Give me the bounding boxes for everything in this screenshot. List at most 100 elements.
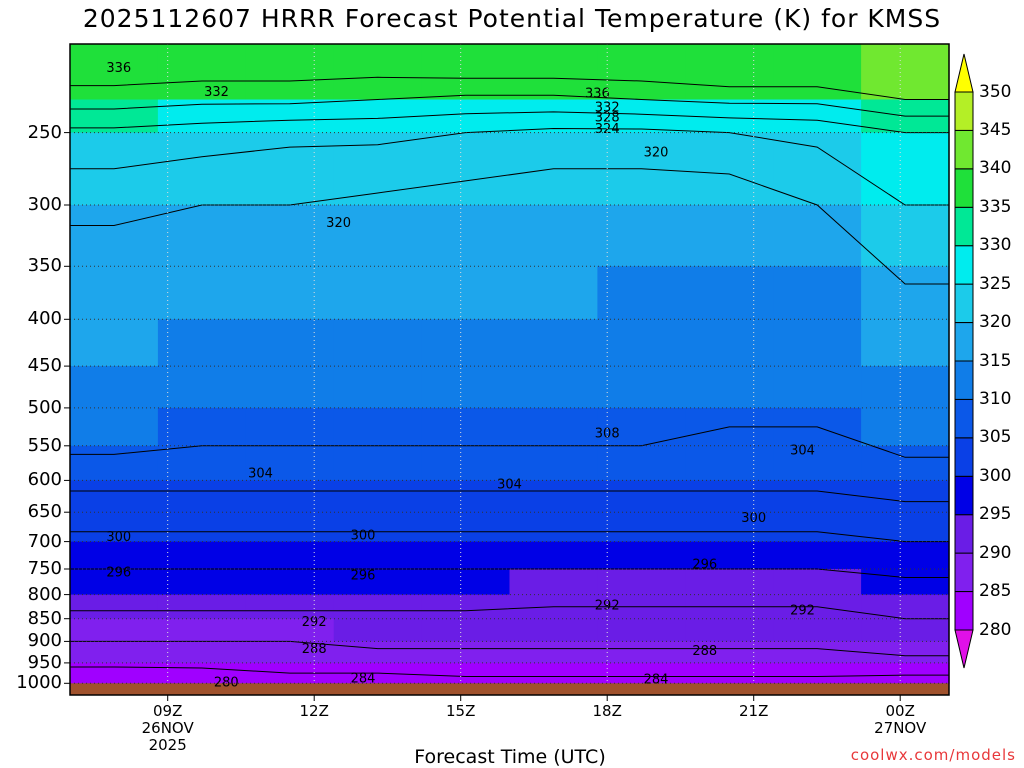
color-cell <box>509 319 598 367</box>
color-cell <box>773 445 862 481</box>
color-cell <box>70 569 159 596</box>
color-cell <box>861 319 950 367</box>
y-tick-label: 800 <box>27 583 62 605</box>
color-cell <box>70 366 159 409</box>
color-cell <box>509 366 598 409</box>
color-cell <box>333 132 423 206</box>
x-tick-label: 21Z <box>714 703 794 720</box>
contour-label: 304 <box>790 443 815 458</box>
color-cell <box>685 662 774 684</box>
color-cell <box>509 407 598 447</box>
color-cell <box>245 366 335 409</box>
color-cell <box>861 594 950 620</box>
color-cell <box>245 266 335 320</box>
color-cell <box>157 480 247 513</box>
color-cell <box>861 618 950 642</box>
color-cell <box>685 319 774 367</box>
y-tick-label: 850 <box>27 607 62 629</box>
color-cell <box>861 512 950 543</box>
color-cell <box>333 480 423 513</box>
contour-328 <box>70 111 949 134</box>
y-tick-label: 500 <box>27 396 62 418</box>
x-tick-label: 15Z <box>421 703 501 720</box>
color-cell <box>333 44 423 101</box>
colorbar-segment <box>954 514 974 554</box>
color-cell <box>597 569 686 596</box>
color-cell <box>70 266 159 320</box>
color-cell <box>421 205 511 267</box>
contour-label: 296 <box>106 566 131 581</box>
color-field <box>70 44 950 684</box>
color-cell <box>333 205 423 267</box>
color-cell <box>861 132 950 206</box>
contour-label: 288 <box>302 642 327 657</box>
contour-label: 308 <box>595 427 620 442</box>
color-cell <box>509 662 598 684</box>
color-cell <box>157 366 247 409</box>
colorbar-tick-label: 330 <box>979 235 1012 256</box>
y-tick-label: 700 <box>27 530 62 552</box>
color-cell <box>597 641 686 664</box>
color-cell <box>157 407 247 447</box>
color-cell <box>773 205 862 267</box>
color-cell <box>509 512 598 543</box>
color-cell <box>245 569 335 596</box>
color-cell <box>509 541 598 570</box>
color-cell <box>70 662 159 684</box>
credit-text: coolwx.com/models <box>850 746 1016 764</box>
color-cell <box>597 618 686 642</box>
colorbar-segment <box>954 283 974 324</box>
color-cell <box>70 541 159 570</box>
color-cell <box>597 445 686 481</box>
x-tick-line: 00Z <box>885 702 915 720</box>
contour-label: 324 <box>595 122 620 137</box>
x-tick-line: 18Z <box>592 702 622 720</box>
color-cell <box>245 407 335 447</box>
contour-288 <box>70 640 949 657</box>
color-cell <box>509 618 598 642</box>
colorbar-tick-label: 335 <box>979 196 1012 217</box>
color-cell <box>773 641 862 664</box>
color-cell <box>157 569 247 596</box>
color-cell <box>773 480 862 513</box>
color-cell <box>597 266 686 320</box>
colorbar-segment <box>954 591 974 631</box>
color-cell <box>157 445 247 481</box>
x-tick-line: 09Z <box>153 702 183 720</box>
color-cell <box>773 366 862 409</box>
color-cell <box>509 44 598 101</box>
color-cell <box>421 445 511 481</box>
color-cell <box>773 132 862 206</box>
contour-label: 292 <box>302 615 327 630</box>
colorbar-segment <box>954 398 974 439</box>
contour-label: 296 <box>692 558 717 573</box>
color-cell <box>421 662 511 684</box>
color-cell <box>333 569 423 596</box>
y-tick-label: 1000 <box>16 672 62 694</box>
color-cell <box>333 445 423 481</box>
contour-296 <box>70 568 949 578</box>
color-cell <box>421 366 511 409</box>
color-cell <box>861 44 950 101</box>
color-cell <box>157 618 247 642</box>
contour-304 <box>70 490 949 503</box>
color-cell <box>597 407 686 447</box>
contour-label: 332 <box>595 100 620 115</box>
x-tick-line: 27NOV <box>874 719 927 737</box>
y-tick-label: 400 <box>27 308 62 330</box>
color-cell <box>509 445 598 481</box>
color-cell <box>509 480 598 513</box>
contour-label: 304 <box>497 478 522 493</box>
x-tick-label: 18Z <box>567 703 647 720</box>
color-cell <box>245 99 335 134</box>
color-cell <box>685 44 774 101</box>
colorbar-tick-label: 290 <box>979 542 1012 563</box>
color-cell <box>70 618 159 642</box>
color-cell <box>861 366 950 409</box>
colorbar-tick-label: 325 <box>979 273 1012 294</box>
color-cell <box>685 618 774 642</box>
colorbar-segment <box>954 129 974 170</box>
color-cell <box>421 512 511 543</box>
